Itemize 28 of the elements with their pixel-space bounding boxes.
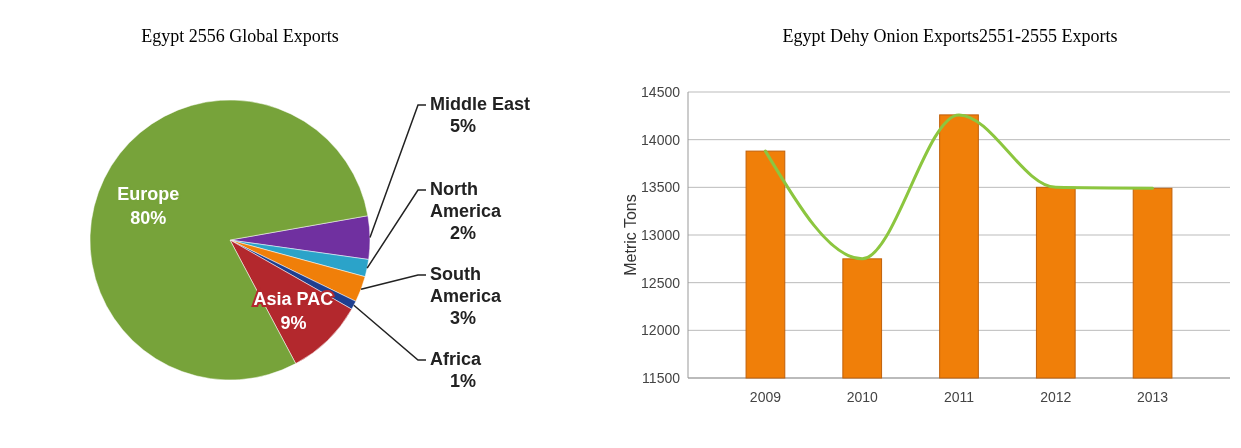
y-tick-label: 13000 — [641, 226, 681, 243]
slice-label: North America — [430, 179, 503, 221]
slice-label: South America — [430, 264, 503, 306]
data-label: 9% — [280, 313, 307, 334]
slice-label: Middle East — [430, 94, 531, 114]
y-tick-label: 14500 — [641, 83, 681, 100]
y-tick-label: 12000 — [641, 322, 681, 339]
data-label: 2% — [450, 223, 477, 243]
y-tick-label: 13500 — [641, 179, 681, 196]
data-label: 5% — [450, 116, 477, 136]
data-label: 80% — [130, 208, 167, 229]
data-label: 3% — [450, 308, 477, 328]
x-tick-label: 2013 — [1136, 389, 1169, 405]
x-tick-label: 2010 — [846, 389, 878, 405]
y-tick-label: 11500 — [642, 369, 681, 386]
data-label: 1% — [450, 371, 477, 391]
line-series — [763, 113, 1155, 261]
y-axis-title: Metric Tons — [622, 194, 639, 276]
y-tick-label: 14000 — [641, 131, 681, 148]
x-tick-label: 2012 — [1040, 389, 1072, 405]
chart-title: Egypt Dehy Onion Exports2551-2555 Exports — [782, 26, 1118, 46]
chart-title: Egypt 2556 Global Exports — [141, 26, 339, 46]
x-tick-label: 2009 — [749, 389, 782, 405]
y-tick-label: 12500 — [641, 274, 681, 291]
x-tick-label: 2011 — [943, 389, 975, 405]
slice-label: Africa — [430, 349, 483, 369]
pie-slice — [89, 99, 369, 381]
slice-label: Europe — [117, 184, 180, 205]
